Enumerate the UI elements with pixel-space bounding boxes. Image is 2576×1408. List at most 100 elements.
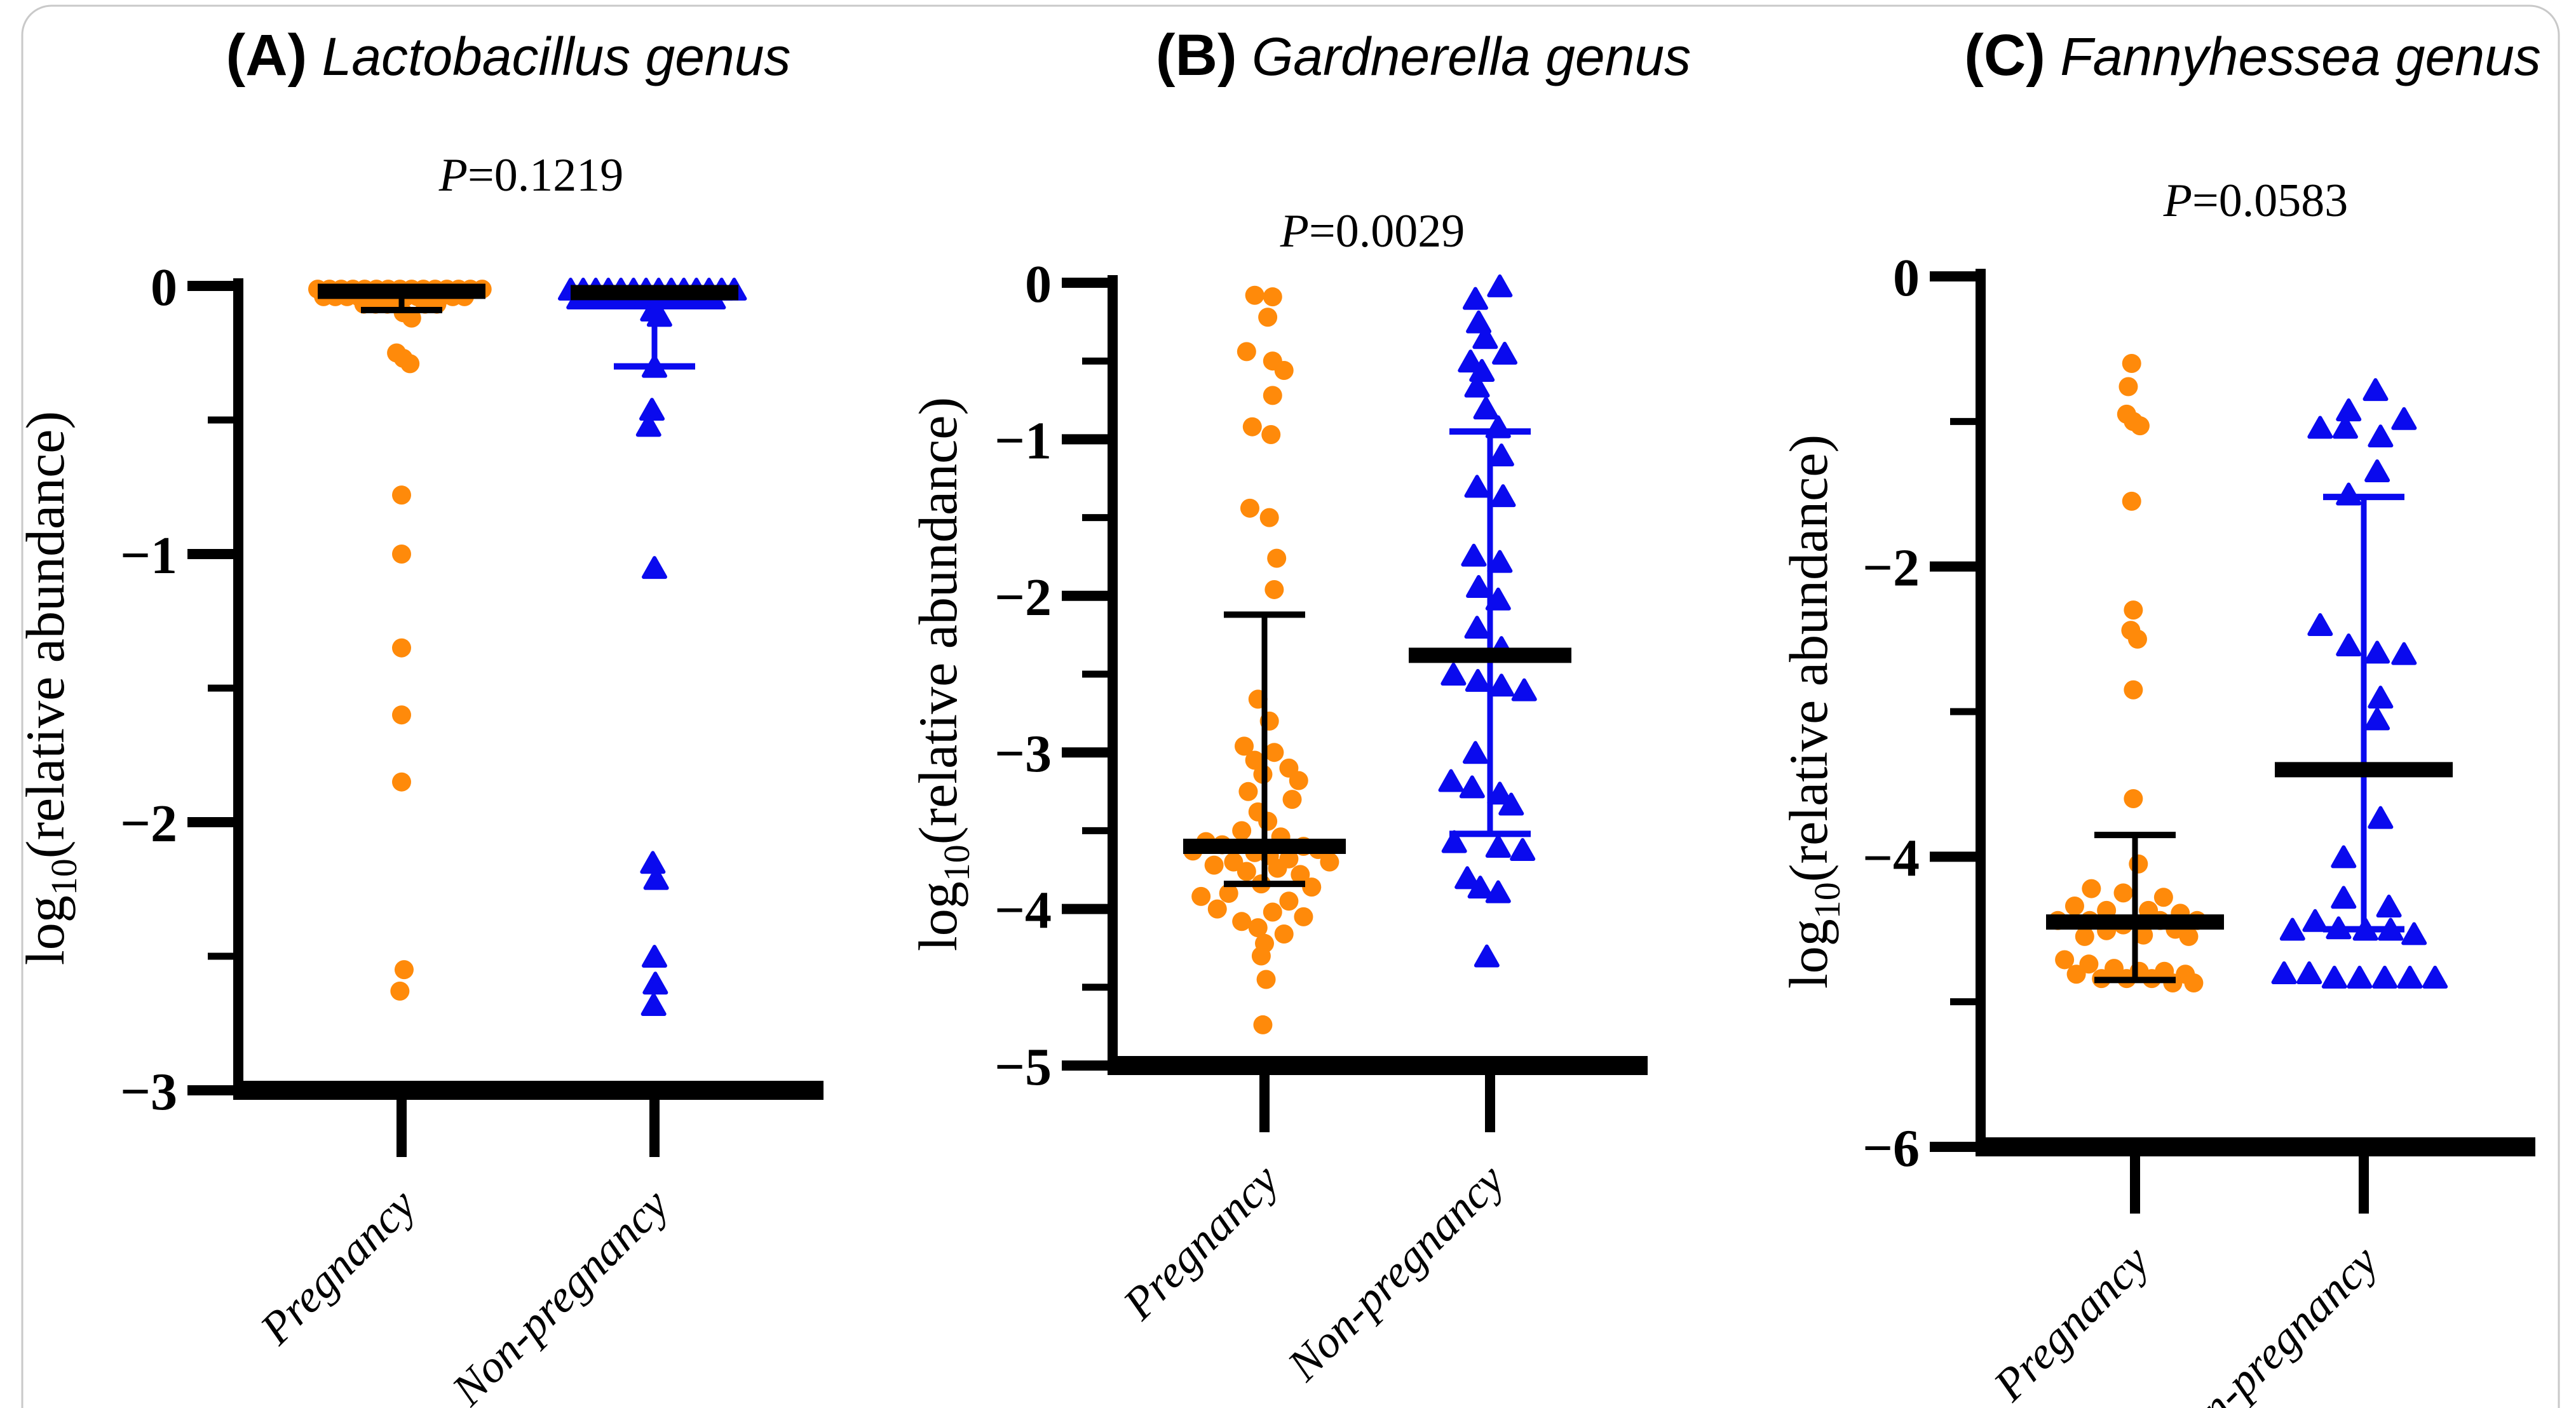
data-point-circle bbox=[1191, 886, 1211, 906]
series-non-pregnancy bbox=[2271, 378, 2448, 989]
data-point-circle bbox=[1251, 946, 1271, 966]
data-point-triangle bbox=[1459, 775, 1485, 799]
figure-border bbox=[21, 4, 2560, 1408]
data-point-triangle bbox=[2296, 961, 2322, 984]
data-point-triangle bbox=[1454, 866, 1481, 890]
data-point-triangle bbox=[641, 992, 667, 1016]
data-point-circle bbox=[2113, 883, 2133, 903]
data-point-triangle bbox=[642, 945, 667, 968]
data-point-circle bbox=[2127, 629, 2147, 649]
x-group-label: Non-pregnancy bbox=[442, 1179, 678, 1408]
data-point-circle bbox=[2134, 925, 2153, 945]
data-point-circle bbox=[1268, 858, 1287, 878]
data-point-circle bbox=[390, 981, 410, 1001]
data-point-circle bbox=[1242, 417, 1262, 437]
data-point-circle bbox=[1232, 912, 1252, 931]
panel-b: (B) Gardnerella genus P=0.0029 0 −1 −2 −3 −4 −5… bbox=[907, 23, 1691, 1391]
panel-title: (A) Lactobacillus genus bbox=[226, 23, 791, 88]
data-point-triangle bbox=[1473, 396, 1499, 420]
series-non-pregnancy bbox=[558, 278, 747, 1016]
data-point-triangle bbox=[1438, 769, 1464, 792]
series-pregnancy bbox=[1183, 285, 1339, 1034]
series-pregnancy bbox=[308, 280, 492, 1001]
data-point-triangle bbox=[2307, 416, 2333, 439]
data-point-triangle bbox=[2362, 378, 2389, 402]
data-point-circle bbox=[2118, 377, 2138, 396]
data-point-circle bbox=[402, 308, 421, 328]
data-point-circle bbox=[2066, 965, 2086, 984]
data-point-circle bbox=[2055, 950, 2075, 970]
data-point-circle bbox=[1235, 736, 1254, 756]
data-point-triangle bbox=[1485, 835, 1511, 858]
data-point-circle bbox=[1253, 1015, 1273, 1034]
data-point-circle bbox=[1240, 498, 1259, 518]
data-point-circle bbox=[1274, 924, 1294, 944]
panel-a: (A) Lactobacillus genus P=0.1219 0 −1 −2 −3 Pr… bbox=[15, 23, 824, 1408]
data-point-triangle bbox=[1464, 616, 1490, 639]
data-point-triangle bbox=[1474, 944, 1500, 968]
data-point-triangle bbox=[2279, 917, 2305, 941]
data-point-triangle bbox=[2368, 686, 2394, 709]
data-point-triangle bbox=[2347, 965, 2373, 989]
data-point-circle bbox=[1248, 918, 1268, 938]
panel-title: (B) Gardnerella genus bbox=[1156, 23, 1691, 88]
data-point-triangle bbox=[1462, 287, 1488, 310]
data-point-triangle bbox=[1464, 374, 1490, 398]
data-point-triangle bbox=[1487, 274, 1513, 297]
data-point-triangle bbox=[1485, 880, 1511, 904]
data-point-triangle bbox=[640, 851, 666, 874]
data-point-circle bbox=[2184, 973, 2204, 992]
data-point-triangle bbox=[1441, 663, 1467, 686]
data-point-triangle bbox=[2364, 459, 2390, 482]
y-tick-label: −3 bbox=[994, 724, 1052, 783]
data-point-circle bbox=[1219, 883, 1238, 903]
data-point-circle bbox=[1267, 548, 1287, 568]
data-point-circle bbox=[2122, 354, 2141, 373]
data-point-triangle bbox=[2372, 965, 2397, 989]
p-value: P=0.0029 bbox=[1280, 205, 1465, 257]
data-point-triangle bbox=[2336, 633, 2362, 656]
data-point-circle bbox=[1237, 862, 1256, 881]
data-point-circle bbox=[1302, 877, 1322, 897]
data-point-circle bbox=[1294, 907, 1313, 926]
data-point-triangle bbox=[2391, 642, 2417, 665]
data-point-circle bbox=[2064, 896, 2084, 916]
data-point-triangle bbox=[2364, 640, 2390, 664]
y-axis-label: log10(relative abundance) bbox=[1778, 435, 1848, 989]
data-point-triangle bbox=[2364, 707, 2390, 731]
data-point-triangle bbox=[642, 971, 668, 995]
y-tick-label: −2 bbox=[994, 568, 1052, 627]
data-point-triangle bbox=[1461, 543, 1487, 567]
data-point-circle bbox=[1245, 750, 1264, 770]
panel-title: (C) Fannyhessea genus bbox=[1964, 23, 2541, 88]
data-point-circle bbox=[1238, 782, 1258, 801]
data-point-triangle bbox=[1511, 678, 1537, 701]
data-point-triangle bbox=[1472, 326, 1498, 349]
x-group-label: Non-pregnancy bbox=[1277, 1154, 1514, 1391]
data-point-circle bbox=[1237, 342, 1256, 362]
data-point-circle bbox=[1261, 425, 1281, 445]
data-point-circle bbox=[1282, 790, 1302, 809]
y-tick-label: 0 bbox=[1893, 248, 1920, 308]
data-point-triangle bbox=[2307, 613, 2333, 636]
data-point-circle bbox=[2124, 789, 2143, 808]
data-point-triangle bbox=[1441, 830, 1467, 853]
data-point-circle bbox=[2082, 879, 2101, 898]
data-point-circle bbox=[1274, 360, 1294, 380]
y-tick-label: −1 bbox=[994, 411, 1052, 470]
data-point-triangle bbox=[1458, 349, 1484, 373]
data-point-triangle bbox=[643, 867, 669, 890]
data-point-circle bbox=[2179, 926, 2199, 946]
data-point-circle bbox=[392, 705, 411, 725]
data-point-triangle bbox=[2302, 909, 2328, 932]
data-point-triangle bbox=[2271, 961, 2297, 984]
y-tick-label: −6 bbox=[1862, 1119, 1920, 1178]
data-point-circle bbox=[392, 772, 411, 792]
data-point-triangle bbox=[1467, 876, 1493, 899]
data-point-triangle bbox=[2397, 965, 2423, 989]
data-point-triangle bbox=[1487, 550, 1513, 573]
y-tick-label: −4 bbox=[994, 881, 1052, 940]
data-point-triangle bbox=[1510, 837, 1536, 861]
